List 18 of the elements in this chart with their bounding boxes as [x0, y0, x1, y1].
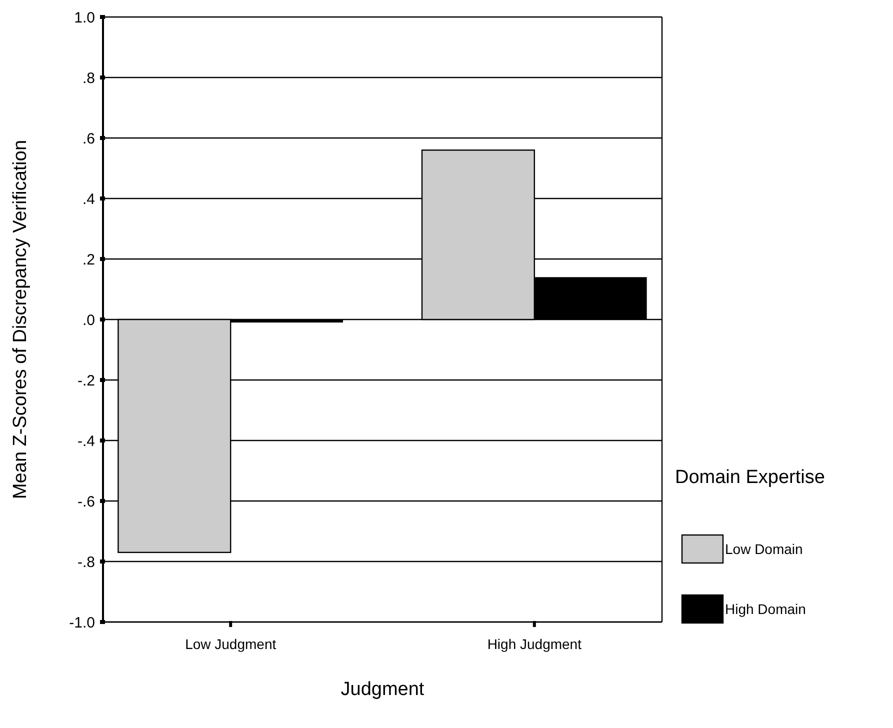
y-tick-label: -.8 [77, 554, 95, 571]
x-tick-label: High Judgment [487, 636, 582, 652]
y-axis-title: Mean Z-Scores of Discrepancy Verification [10, 140, 31, 500]
y-tick-label: 1.0 [74, 9, 95, 26]
y-tick-label: .8 [82, 70, 95, 87]
legend-label: Low Domain [725, 540, 803, 557]
x-tick-label: Low Judgment [185, 636, 276, 652]
y-tick-label: -.6 [77, 493, 95, 510]
y-tick-label: .0 [82, 312, 95, 329]
x-axis-title: Judgment [340, 679, 425, 700]
legend-title: Domain Expertise [675, 467, 825, 488]
y-tick-label: -.4 [77, 432, 95, 450]
legend-label: High Domain [725, 600, 806, 617]
y-tick-label: -1.0 [69, 614, 95, 632]
y-tick-label: -.2 [77, 372, 95, 390]
y-tick-label: .4 [82, 190, 95, 208]
y-tick-label: .6 [82, 130, 95, 148]
y-tick-label: .2 [82, 251, 95, 268]
